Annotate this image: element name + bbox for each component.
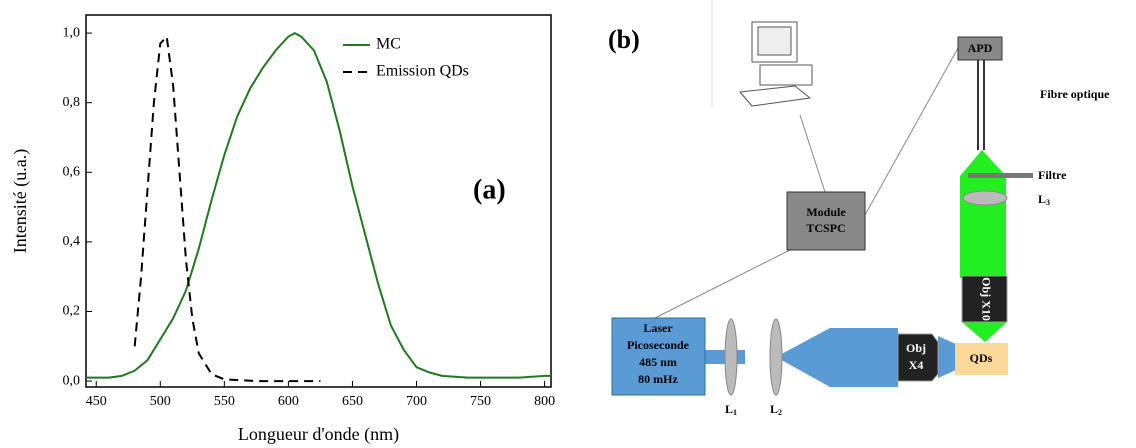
x-tick-label: 700 [406, 394, 427, 409]
green-beam [960, 150, 1007, 342]
laser-label: Laser [643, 321, 673, 335]
qds-label: QDs [970, 351, 993, 365]
annotation: (a) [473, 174, 506, 205]
legend-label: Emission QDs [376, 63, 469, 80]
objective-label: X4 [909, 358, 924, 372]
lens-label: L3 [1038, 192, 1050, 207]
blue-beam [705, 328, 985, 387]
diagram: (b) APD Fibre optique Filtre L3 Module T… [608, 0, 1110, 417]
x-axis-label: Longueur d'onde (nm) [238, 424, 399, 445]
series-line [86, 31, 551, 379]
y-tick-label: 0,4 [63, 234, 81, 249]
panel-label: (b) [608, 25, 640, 54]
x-tick-label: 450 [86, 394, 107, 409]
x-tick-label: 500 [150, 394, 171, 409]
computer-icon [739, 21, 813, 107]
y-tick-label: 0,8 [63, 95, 81, 110]
objective-label: Obj X10 [979, 277, 993, 321]
y-axis-label: Intensité (u.a.) [10, 149, 31, 253]
fibre-label: Fibre optique [1040, 87, 1110, 101]
lens-label: L2 [770, 402, 782, 417]
objective-label: Obj [906, 341, 926, 355]
y-tick-label: 1,0 [63, 25, 81, 40]
legend-label: MC [376, 36, 401, 53]
x-tick-label: 750 [470, 394, 491, 409]
y-tick-label: 0,6 [63, 165, 81, 180]
y-tick-label: 0,0 [63, 373, 81, 388]
x-tick-label: 550 [214, 394, 235, 409]
y-tick-label: 0,2 [63, 304, 81, 319]
x-tick-label: 600 [278, 394, 299, 409]
filtre-label: Filtre [1038, 168, 1067, 182]
laser-label: Picoseconde [627, 338, 690, 352]
x-tick-label: 800 [534, 394, 555, 409]
series-line [133, 34, 321, 383]
laser-label: 80 mHz [638, 372, 678, 386]
module-label: TCSPC [806, 221, 845, 235]
laser-label: 485 nm [639, 355, 677, 369]
apd-label: APD [968, 41, 993, 55]
plot-frame [85, 14, 552, 388]
lens-label: L1 [725, 402, 737, 417]
module-label: Module [806, 205, 846, 219]
x-tick-label: 650 [342, 394, 363, 409]
